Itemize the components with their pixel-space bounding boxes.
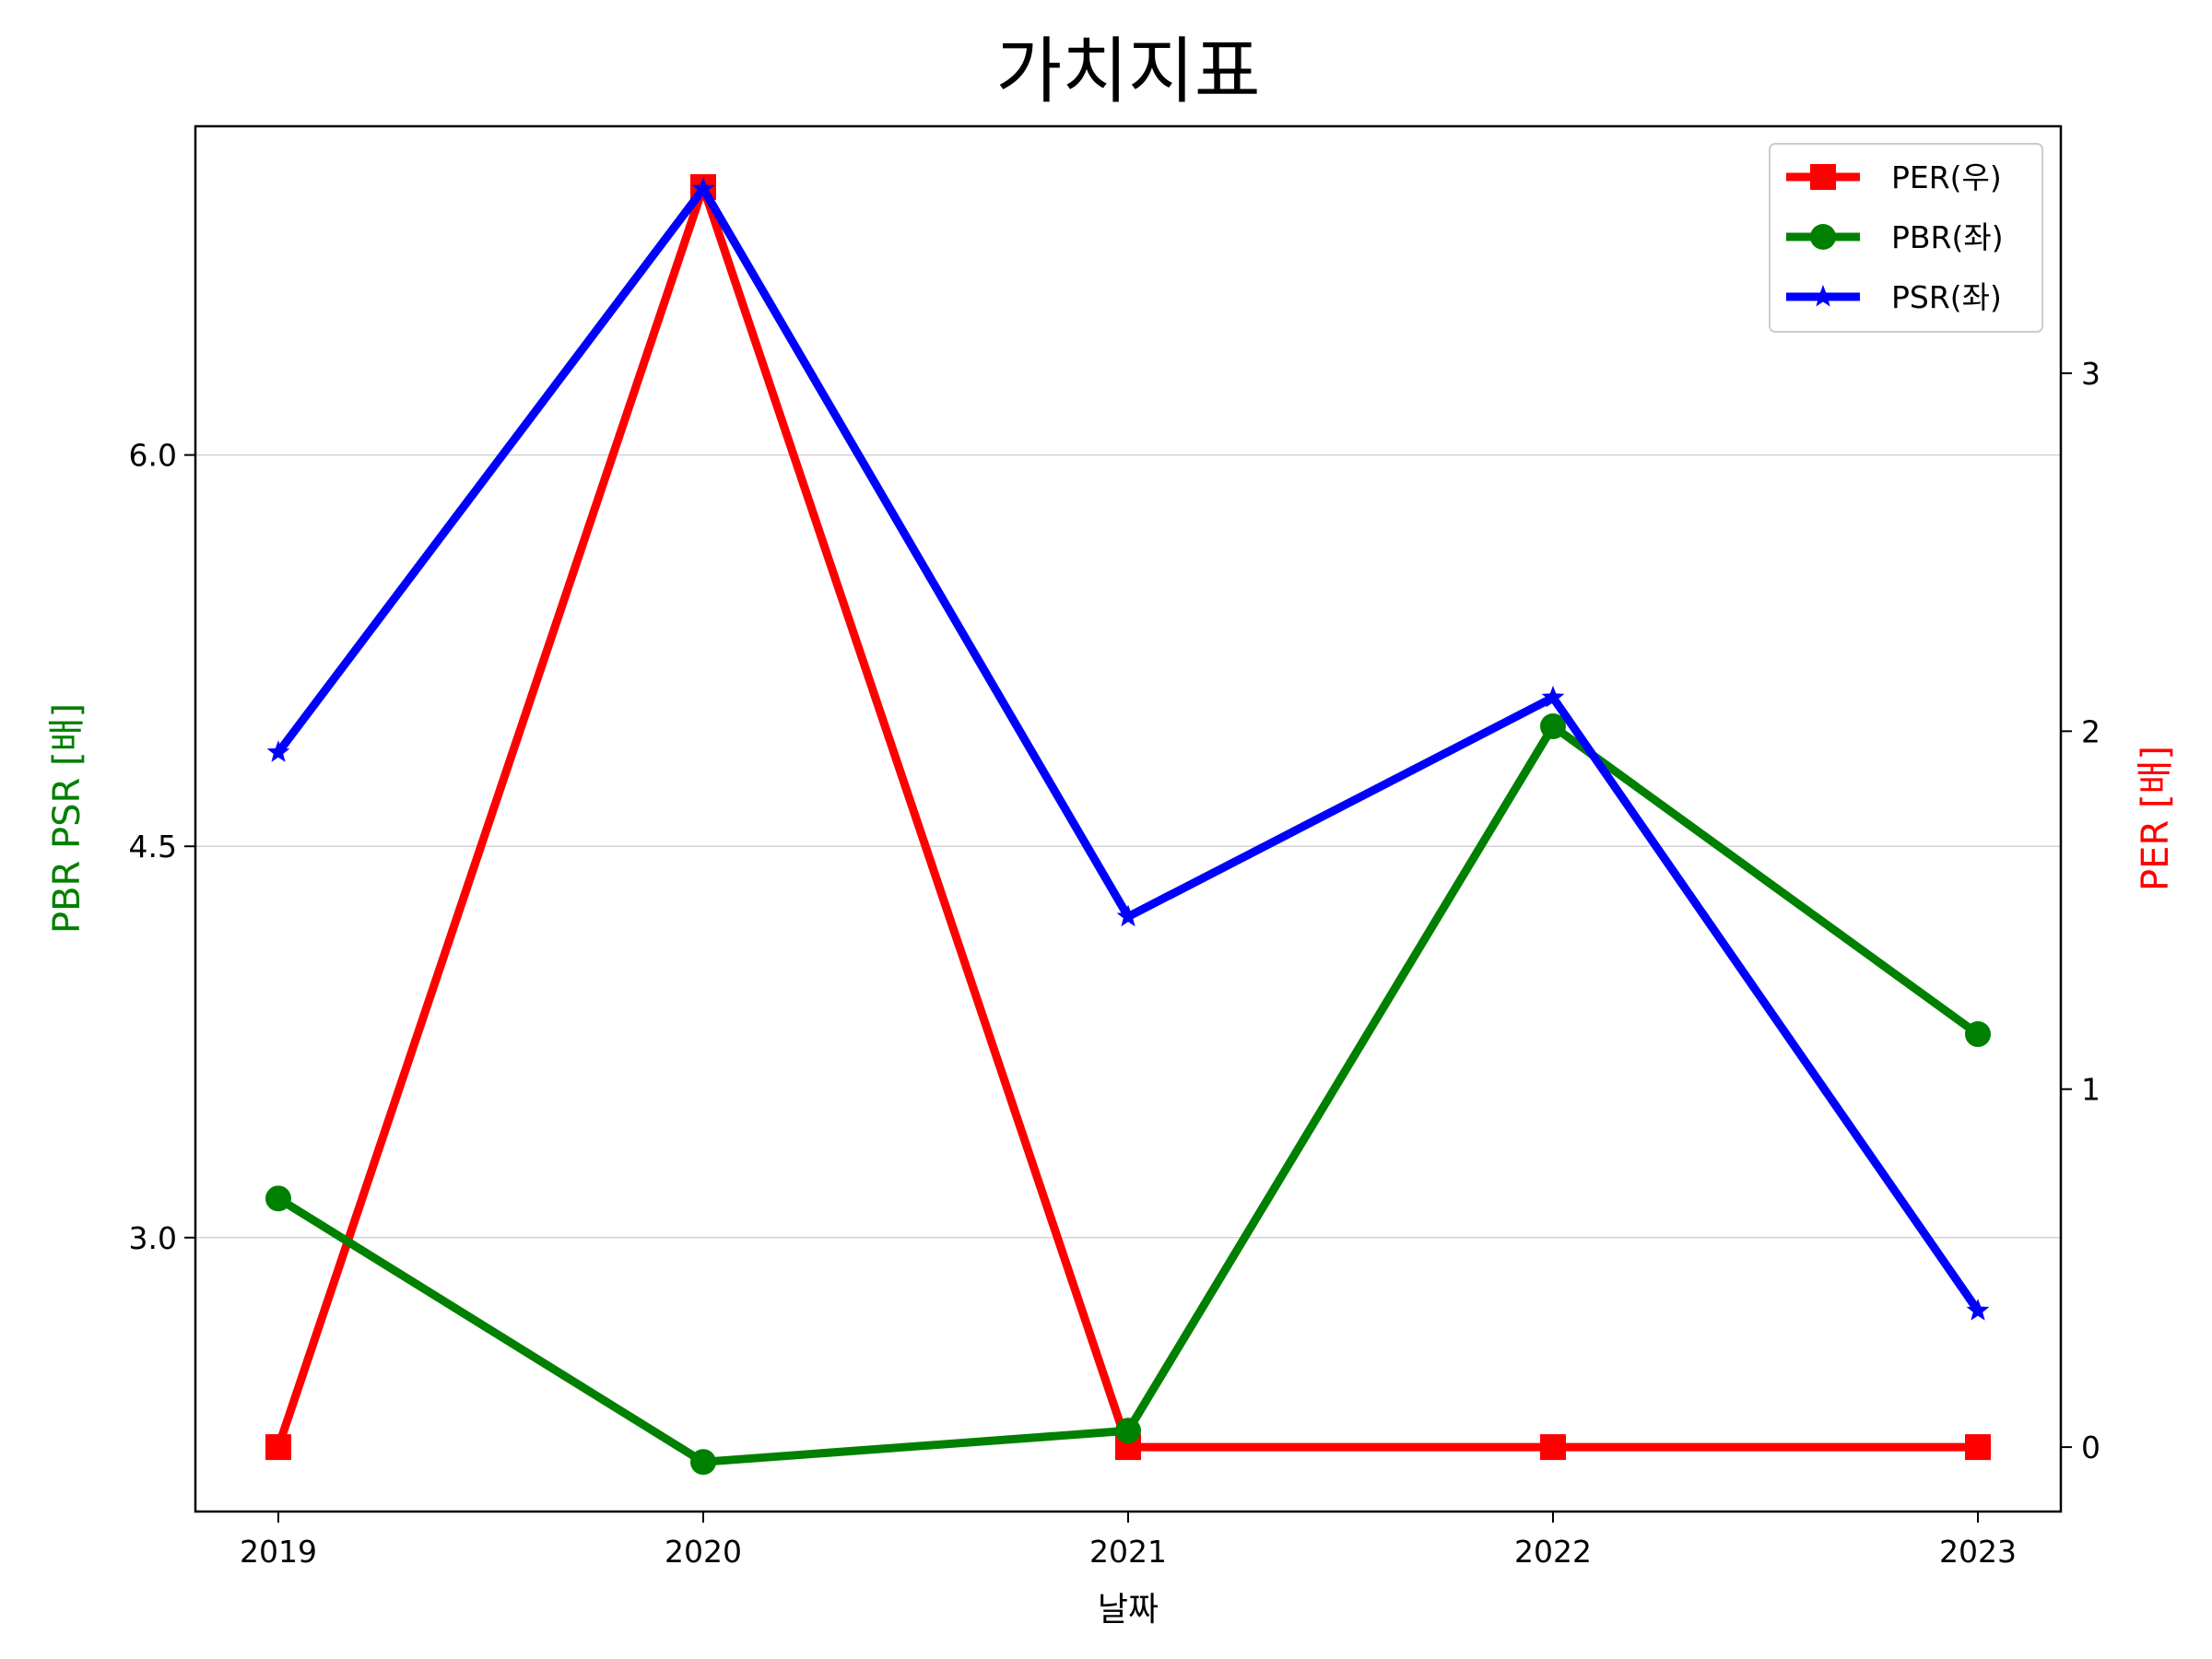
- y-right-tick-label: 1: [2081, 1072, 2100, 1108]
- y-right-tick-label: 3: [2081, 356, 2100, 392]
- legend-box: [1769, 143, 2043, 333]
- y-left-tick-label: 3.0: [129, 1220, 177, 1256]
- data-point: [1115, 1418, 1141, 1444]
- series-line: [276, 720, 1981, 1466]
- plot-frame: [194, 124, 2063, 1513]
- y-axis-right: 0 1 2 3: [2061, 356, 2100, 1465]
- series-1: [265, 713, 1991, 1476]
- gridlines: [195, 453, 2061, 1239]
- legend-item: PER(우): [1786, 159, 2002, 195]
- y-left-tick-label: 4.5: [129, 829, 177, 865]
- data-point: [1540, 713, 1566, 740]
- y-axis-left: 3.0 4.5 6.0: [129, 438, 195, 1256]
- data-point: [266, 740, 290, 762]
- series-2: [266, 176, 1990, 1321]
- legend-marker: [1810, 164, 1836, 190]
- legend: PER(우) PBR(좌) PSR(좌): [1769, 143, 2043, 333]
- series-layer: [265, 173, 1991, 1476]
- series-line: [274, 173, 1978, 1452]
- data-point: [1965, 1434, 1991, 1461]
- legend-marker: [1811, 285, 1835, 307]
- y-right-tick-label: 0: [2081, 1430, 2100, 1465]
- legend-label: PBR(좌): [1891, 219, 2004, 255]
- y-left-tick-label: 6.0: [129, 438, 177, 474]
- chart-title: 가치지표: [995, 30, 1260, 113]
- data-point: [691, 176, 715, 199]
- data-point: [265, 1434, 291, 1461]
- x-tick-label: 2022: [1514, 1534, 1592, 1570]
- data-point: [1541, 685, 1565, 708]
- legend-marker: [1810, 224, 1836, 250]
- data-point: [1116, 904, 1140, 927]
- x-tick-label: 2020: [665, 1534, 742, 1570]
- data-point: [1540, 1434, 1566, 1461]
- data-point: [265, 1185, 291, 1212]
- x-axis: 2019 2020 2021 2022 2023: [240, 1512, 2017, 1570]
- data-point: [1966, 1299, 1990, 1321]
- x-tick-label: 2021: [1089, 1534, 1167, 1570]
- y-right-tick-label: 2: [2081, 713, 2100, 749]
- legend-label: PER(우): [1891, 159, 2002, 195]
- data-point: [1965, 1021, 1991, 1048]
- x-tick-label: 2019: [240, 1534, 317, 1570]
- series-0: [265, 173, 1991, 1461]
- y-axis-left-label: PBR PSR [배]: [46, 703, 88, 934]
- legend-item: PSR(좌): [1786, 279, 2002, 315]
- series-line: [275, 181, 1982, 1313]
- data-point: [690, 1449, 716, 1476]
- x-axis-label: 날짜: [1098, 1591, 1159, 1629]
- legend-item: PBR(좌): [1786, 219, 2004, 255]
- x-tick-label: 2023: [1939, 1534, 2017, 1570]
- y-axis-right-label: PER [배]: [2135, 746, 2177, 891]
- legend-label: PSR(좌): [1891, 279, 2002, 315]
